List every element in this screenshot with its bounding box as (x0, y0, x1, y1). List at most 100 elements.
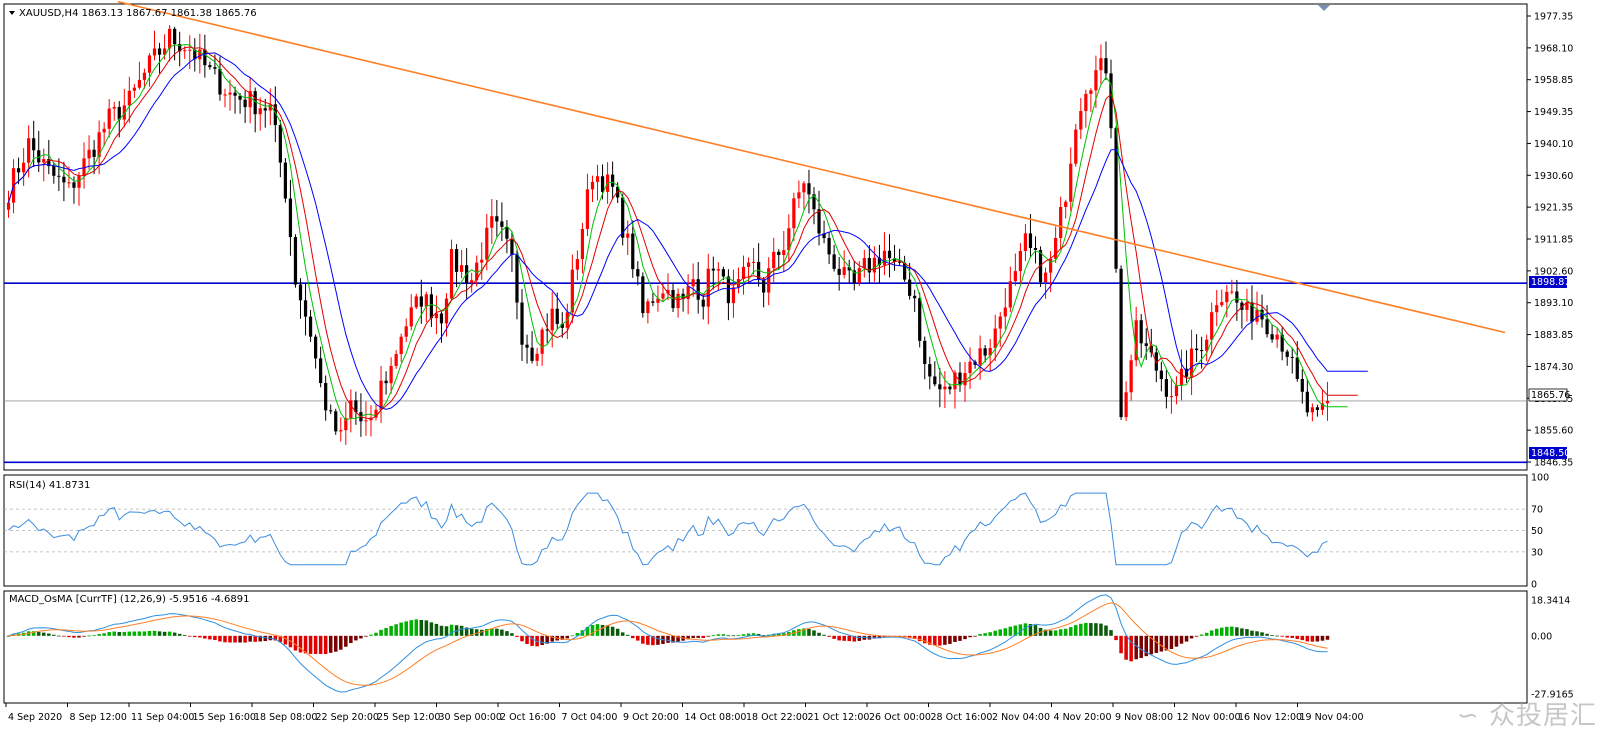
macd-bar (233, 635, 237, 643)
macd-bar (369, 634, 373, 636)
candle (797, 180, 801, 208)
macd-bar (610, 626, 615, 636)
candle-body (636, 269, 640, 277)
candle-body (641, 276, 645, 314)
macd-bar (802, 628, 806, 636)
candle (137, 61, 142, 90)
macd-bar (1184, 635, 1189, 642)
macd-bar (1104, 625, 1108, 636)
candle-body (1064, 201, 1068, 207)
candle-body (580, 228, 585, 260)
price-panel[interactable] (3, 3, 1528, 471)
candle-body (691, 279, 695, 287)
candle (178, 31, 182, 67)
candle-body (32, 138, 36, 151)
candle-body (1094, 70, 1098, 91)
candle-body (142, 72, 147, 80)
macd-bar (1214, 628, 1219, 636)
candle-body (1220, 302, 1224, 306)
macd-bar (208, 635, 212, 640)
candle (575, 250, 579, 281)
macd-bar (1174, 635, 1179, 647)
macd-label: MACD_OsMA [CurrTF] (12,26,9) -5.9516 -4.… (9, 594, 249, 605)
candle (1099, 44, 1103, 85)
macd-bar (877, 635, 882, 639)
candle-body (404, 326, 408, 337)
candle (852, 261, 856, 291)
macd-bar (354, 635, 358, 641)
candle-body (319, 358, 323, 384)
macd-bar (545, 635, 549, 644)
candle (283, 158, 288, 203)
rsi-tick-label: 0 (1531, 580, 1537, 591)
candle-body (384, 380, 388, 384)
macd-bar (958, 635, 962, 641)
macd-bar (52, 634, 56, 636)
candle (334, 408, 338, 435)
candle-body (389, 365, 393, 384)
candle (1003, 287, 1007, 330)
candle (580, 222, 585, 274)
candle (263, 98, 267, 128)
candle-body (454, 249, 459, 272)
macd-bar (490, 628, 494, 636)
candle (1255, 291, 1259, 325)
candle (1189, 329, 1194, 395)
candle (953, 370, 957, 409)
candle (1310, 403, 1314, 422)
candle (188, 35, 192, 70)
macd-bar (978, 634, 982, 636)
candle (1205, 334, 1209, 362)
candle-body (575, 259, 579, 270)
candle (767, 257, 771, 306)
macd-bar (968, 635, 972, 638)
candle-body (908, 279, 912, 296)
macd-bar (706, 635, 711, 637)
dropdown-triangle-icon[interactable] (9, 11, 15, 15)
macd-bar (575, 632, 580, 636)
candle-body (243, 99, 247, 108)
candle (77, 171, 81, 206)
candle (157, 42, 162, 74)
macd-bar (857, 635, 862, 641)
macd-bar (842, 635, 846, 641)
svg-text:1865.76: 1865.76 (1531, 390, 1570, 401)
time-tick-label: 12 Nov 00:00 (1177, 712, 1241, 723)
macd-bar (92, 635, 96, 637)
macd-panel[interactable] (3, 590, 1528, 704)
candle-body (902, 262, 907, 280)
macd-bar (157, 631, 162, 636)
time-tick-label: 8 Sep 12:00 (70, 712, 127, 723)
candle (490, 199, 494, 245)
time-tick-label: 4 Sep 2020 (8, 712, 62, 723)
macd-bar (464, 627, 469, 636)
candle-body (313, 336, 318, 359)
candle (52, 162, 56, 184)
chart-shift-marker-icon[interactable] (1318, 5, 1330, 11)
macd-bar (203, 635, 207, 639)
candle-body (439, 313, 444, 324)
candle-body (857, 268, 861, 283)
macd-bar (1230, 626, 1234, 636)
candle-body (595, 176, 600, 182)
time-tick-label: 2 Oct 16:00 (500, 712, 556, 723)
macd-bar (1089, 623, 1093, 636)
macd-bar (590, 624, 595, 636)
candle (1139, 314, 1143, 358)
candle-body (475, 262, 479, 281)
candle (319, 346, 323, 388)
macd-bar (1169, 635, 1174, 649)
candle (243, 90, 247, 124)
candle (313, 334, 318, 369)
candle-body (1194, 348, 1199, 351)
macd-bar (107, 632, 111, 636)
candle (1270, 325, 1274, 343)
macd-bar (691, 635, 695, 638)
candle (933, 361, 937, 387)
price-tick-label: 1977.35 (1534, 12, 1573, 23)
macd-bar (389, 625, 393, 636)
candle-body (666, 289, 670, 294)
macd-bar (293, 635, 298, 651)
candle-body (1129, 360, 1133, 393)
